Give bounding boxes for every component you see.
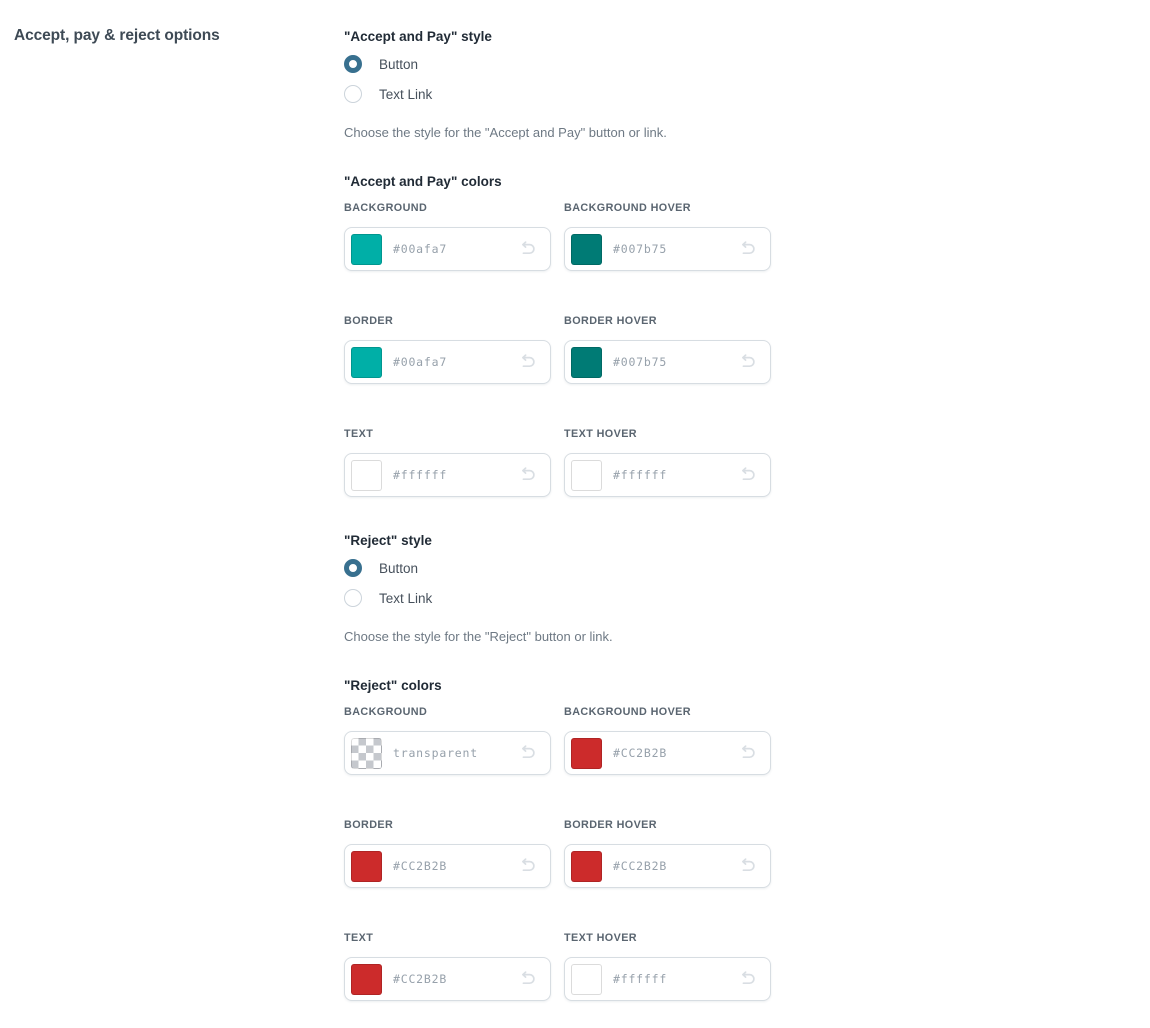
color-value-text[interactable]: #CC2B2B bbox=[613, 859, 668, 873]
accept-colors-grid: BACKGROUND #00afa7 BACKGROUND HOVER #007… bbox=[344, 202, 778, 497]
color-input[interactable]: #00afa7 bbox=[344, 340, 551, 384]
color-value-text[interactable]: #00afa7 bbox=[393, 242, 448, 256]
color-input[interactable]: #CC2B2B bbox=[564, 844, 771, 888]
color-value-text[interactable]: #007b75 bbox=[613, 242, 668, 256]
color-input[interactable]: #CC2B2B bbox=[564, 731, 771, 775]
accept-style-option-textlink[interactable]: Text Link bbox=[344, 85, 778, 103]
undo-icon[interactable] bbox=[737, 465, 757, 485]
color-swatch[interactable] bbox=[351, 459, 382, 491]
color-value-text[interactable]: #00afa7 bbox=[393, 355, 448, 369]
color-field: TEXT #CC2B2B bbox=[344, 932, 551, 1001]
settings-content: "Accept and Pay" style Button Text Link … bbox=[344, 0, 778, 1028]
color-value-text[interactable]: #CC2B2B bbox=[613, 746, 668, 760]
radio-label: Text Link bbox=[379, 590, 433, 606]
color-field: BORDER #CC2B2B bbox=[344, 819, 551, 888]
color-field: TEXT #ffffff bbox=[344, 428, 551, 497]
color-input[interactable]: #ffffff bbox=[344, 453, 551, 497]
color-input[interactable]: transparent bbox=[344, 731, 551, 775]
section-annotation: Accept, pay & reject options bbox=[0, 0, 344, 1028]
radio-button-icon[interactable] bbox=[344, 55, 362, 73]
radio-button-icon[interactable] bbox=[344, 559, 362, 577]
color-value-text[interactable]: transparent bbox=[393, 746, 478, 760]
undo-icon[interactable] bbox=[737, 352, 757, 372]
color-swatch[interactable] bbox=[351, 233, 382, 265]
color-value-text[interactable]: #ffffff bbox=[393, 468, 448, 482]
color-swatch[interactable] bbox=[351, 346, 382, 378]
page-title: Accept, pay & reject options bbox=[14, 27, 220, 44]
reject-colors-grid: BACKGROUND transparent BACKGROUND HOVER … bbox=[344, 706, 778, 1001]
color-field: BORDER HOVER #007b75 bbox=[564, 315, 771, 384]
color-input[interactable]: #ffffff bbox=[564, 957, 771, 1001]
radio-label: Button bbox=[379, 560, 419, 576]
color-value-text[interactable]: #007b75 bbox=[613, 355, 668, 369]
color-swatch[interactable] bbox=[571, 233, 602, 265]
color-field-label: BORDER HOVER bbox=[564, 819, 657, 831]
undo-icon[interactable] bbox=[517, 352, 537, 372]
radio-button-icon[interactable] bbox=[344, 85, 362, 103]
reject-style-help-text: Choose the style for the "Reject" button… bbox=[344, 629, 613, 644]
color-value-text[interactable]: #CC2B2B bbox=[393, 859, 448, 873]
undo-icon[interactable] bbox=[737, 969, 757, 989]
color-swatch[interactable] bbox=[351, 850, 382, 882]
color-swatch[interactable] bbox=[351, 963, 382, 995]
color-field-label: BACKGROUND bbox=[344, 202, 428, 214]
color-field-label: TEXT HOVER bbox=[564, 932, 637, 944]
color-swatch[interactable] bbox=[571, 850, 602, 882]
undo-icon[interactable] bbox=[517, 969, 537, 989]
color-swatch[interactable] bbox=[571, 459, 602, 491]
accept-colors-heading: "Accept and Pay" colors bbox=[344, 174, 502, 189]
color-field: BACKGROUND transparent bbox=[344, 706, 551, 775]
undo-icon[interactable] bbox=[517, 856, 537, 876]
color-field-label: BACKGROUND bbox=[344, 706, 428, 718]
radio-button-icon[interactable] bbox=[344, 589, 362, 607]
color-swatch[interactable] bbox=[571, 346, 602, 378]
accept-style-heading: "Accept and Pay" style bbox=[344, 29, 492, 44]
color-field: TEXT HOVER #ffffff bbox=[564, 428, 771, 497]
color-input[interactable]: #CC2B2B bbox=[344, 957, 551, 1001]
color-field: BORDER HOVER #CC2B2B bbox=[564, 819, 771, 888]
radio-label: Text Link bbox=[379, 86, 433, 102]
color-swatch[interactable] bbox=[351, 737, 382, 769]
color-field-label: BORDER bbox=[344, 819, 394, 831]
accept-style-option-button[interactable]: Button bbox=[344, 55, 778, 73]
reject-colors-heading: "Reject" colors bbox=[344, 678, 442, 693]
color-swatch[interactable] bbox=[571, 963, 602, 995]
color-field-label: BACKGROUND HOVER bbox=[564, 706, 691, 718]
undo-icon[interactable] bbox=[737, 743, 757, 763]
undo-icon[interactable] bbox=[517, 465, 537, 485]
color-field: TEXT HOVER #ffffff bbox=[564, 932, 771, 1001]
reject-style-option-button[interactable]: Button bbox=[344, 559, 778, 577]
color-field: BACKGROUND #00afa7 bbox=[344, 202, 551, 271]
undo-icon[interactable] bbox=[737, 856, 757, 876]
color-input[interactable]: #ffffff bbox=[564, 453, 771, 497]
reject-style-option-textlink[interactable]: Text Link bbox=[344, 589, 778, 607]
color-field-label: BORDER bbox=[344, 315, 394, 327]
undo-icon[interactable] bbox=[517, 239, 537, 259]
color-field-label: TEXT bbox=[344, 932, 374, 944]
color-field-label: TEXT HOVER bbox=[564, 428, 637, 440]
undo-icon[interactable] bbox=[737, 239, 757, 259]
color-value-text[interactable]: #ffffff bbox=[613, 972, 668, 986]
color-value-text[interactable]: #ffffff bbox=[613, 468, 668, 482]
color-field-label: BACKGROUND HOVER bbox=[564, 202, 691, 214]
color-swatch[interactable] bbox=[571, 737, 602, 769]
color-field: BORDER #00afa7 bbox=[344, 315, 551, 384]
color-input[interactable]: #CC2B2B bbox=[344, 844, 551, 888]
radio-label: Button bbox=[379, 56, 419, 72]
color-input[interactable]: #00afa7 bbox=[344, 227, 551, 271]
reject-style-heading: "Reject" style bbox=[344, 533, 432, 548]
color-field-label: TEXT bbox=[344, 428, 374, 440]
accept-style-help-text: Choose the style for the "Accept and Pay… bbox=[344, 125, 667, 140]
color-field: BACKGROUND HOVER #007b75 bbox=[564, 202, 771, 271]
color-field: BACKGROUND HOVER #CC2B2B bbox=[564, 706, 771, 775]
color-input[interactable]: #007b75 bbox=[564, 227, 771, 271]
color-field-label: BORDER HOVER bbox=[564, 315, 657, 327]
color-value-text[interactable]: #CC2B2B bbox=[393, 972, 448, 986]
undo-icon[interactable] bbox=[517, 743, 537, 763]
color-input[interactable]: #007b75 bbox=[564, 340, 771, 384]
